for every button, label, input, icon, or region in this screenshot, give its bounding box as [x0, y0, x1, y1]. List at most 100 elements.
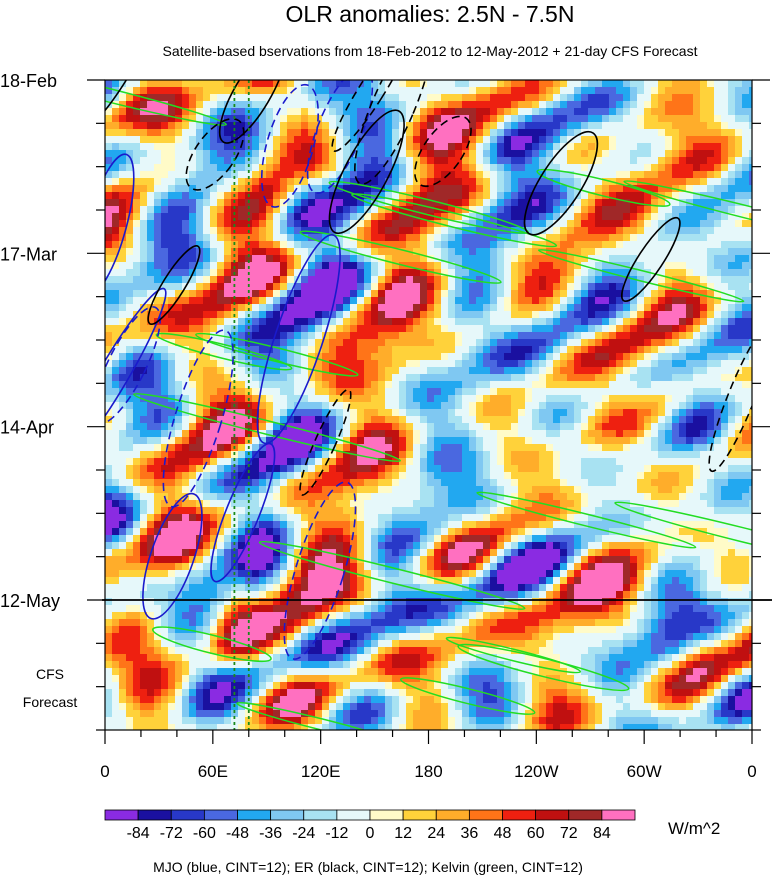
anomaly-cell — [749, 360, 752, 368]
anomaly-cell — [525, 164, 533, 172]
anomaly-cell — [266, 430, 274, 438]
anomaly-cell — [210, 360, 218, 368]
anomaly-cell — [749, 437, 752, 445]
anomaly-cell — [154, 248, 162, 256]
anomaly-cell — [161, 87, 169, 95]
anomaly-cell — [525, 122, 533, 130]
anomaly-cell — [196, 332, 204, 340]
anomaly-cell — [476, 213, 484, 221]
anomaly-cell — [595, 262, 603, 270]
anomaly-cell — [511, 255, 519, 263]
anomaly-cell — [714, 87, 722, 95]
anomaly-cell — [742, 360, 750, 368]
anomaly-cell — [210, 87, 218, 95]
anomaly-cell — [553, 143, 561, 151]
anomaly-cell — [182, 220, 190, 228]
anomaly-cell — [700, 360, 708, 368]
anomaly-cell — [700, 297, 708, 305]
anomaly-cell — [546, 213, 554, 221]
anomaly-cell — [581, 199, 589, 207]
anomaly-cell — [469, 108, 477, 116]
anomaly-cell — [105, 129, 113, 137]
anomaly-cell — [154, 395, 162, 403]
anomaly-cell — [315, 213, 323, 221]
anomaly-cell — [616, 143, 624, 151]
anomaly-cell — [700, 381, 708, 389]
anomaly-cell — [441, 122, 449, 130]
anomaly-cell — [154, 269, 162, 277]
anomaly-cell — [105, 325, 113, 333]
anomaly-cell — [210, 136, 218, 144]
anomaly-cell — [182, 227, 190, 235]
anomaly-cell — [406, 416, 414, 424]
anomaly-cell — [595, 136, 603, 144]
anomaly-cell — [154, 262, 162, 270]
anomaly-cell — [644, 290, 652, 298]
anomaly-cell — [238, 136, 246, 144]
anomaly-cell — [420, 94, 428, 102]
anomaly-cell — [119, 122, 127, 130]
anomaly-cell — [644, 346, 652, 354]
anomaly-cell — [196, 430, 204, 438]
anomaly-cell — [357, 276, 365, 284]
anomaly-cell — [735, 339, 743, 347]
anomaly-cell — [595, 122, 603, 130]
anomaly-cell — [112, 94, 120, 102]
anomaly-cell — [413, 423, 421, 431]
anomaly-cell — [196, 178, 204, 186]
anomaly-cell — [721, 360, 729, 368]
anomaly-cell — [420, 227, 428, 235]
anomaly-cell — [301, 381, 309, 389]
anomaly-cell — [364, 451, 372, 459]
anomaly-cell — [105, 94, 113, 102]
anomaly-cell — [413, 360, 421, 368]
anomaly-cell — [707, 346, 715, 354]
anomaly-cell — [686, 367, 694, 375]
anomaly-cell — [700, 94, 708, 102]
anomaly-cell — [483, 276, 491, 284]
anomaly-cell — [483, 402, 491, 410]
anomaly-cell — [749, 101, 752, 109]
anomaly-cell — [336, 297, 344, 305]
anomaly-cell — [672, 269, 680, 277]
anomaly-cell — [406, 283, 414, 291]
anomaly-cell — [441, 381, 449, 389]
anomaly-cell — [259, 248, 267, 256]
anomaly-cell — [455, 290, 463, 298]
anomaly-cell — [511, 381, 519, 389]
anomaly-cell — [462, 157, 470, 165]
anomaly-cell — [623, 136, 631, 144]
anomaly-cell — [217, 269, 225, 277]
anomaly-cell — [609, 423, 617, 431]
anomaly-cell — [336, 451, 344, 459]
anomaly-cell — [679, 143, 687, 151]
anomaly-cell — [427, 423, 435, 431]
anomaly-cell — [721, 374, 729, 382]
anomaly-cell — [385, 388, 393, 396]
anomaly-cell — [679, 157, 687, 165]
anomaly-cell — [469, 451, 477, 459]
anomaly-cell — [364, 164, 372, 172]
anomaly-cell — [168, 122, 176, 130]
anomaly-cell — [588, 332, 596, 340]
anomaly-cell — [525, 80, 533, 88]
anomaly-cell — [665, 164, 673, 172]
anomaly-cell — [266, 304, 274, 312]
anomaly-cell — [378, 192, 386, 200]
anomaly-cell — [651, 178, 659, 186]
anomaly-cell — [483, 332, 491, 340]
anomaly-cell — [434, 185, 442, 193]
anomaly-cell — [644, 430, 652, 438]
anomaly-cell — [553, 234, 561, 242]
anomaly-cell — [434, 409, 442, 417]
anomaly-cell — [434, 101, 442, 109]
anomaly-cell — [259, 122, 267, 130]
anomaly-cell — [693, 108, 701, 116]
anomaly-cell — [532, 451, 540, 459]
anomaly-cell — [287, 297, 295, 305]
anomaly-cell — [490, 94, 498, 102]
anomaly-cell — [707, 360, 715, 368]
anomaly-cell — [735, 101, 743, 109]
anomaly-cell — [378, 381, 386, 389]
anomaly-cell — [665, 318, 673, 326]
